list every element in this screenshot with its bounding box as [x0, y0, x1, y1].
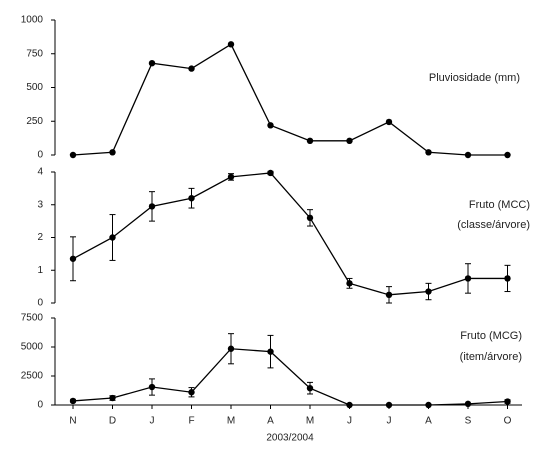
data-point	[504, 275, 511, 282]
data-point	[306, 384, 314, 392]
x-tick-label: S	[465, 416, 472, 427]
y-tick-label: 3	[37, 199, 43, 210]
panel-label: (item/árvore)	[460, 351, 522, 363]
data-point	[425, 288, 432, 295]
data-point	[267, 169, 274, 177]
y-tick-label: 250	[26, 116, 43, 127]
y-tick-label: 0	[37, 150, 43, 161]
y-tick-label: 1	[37, 265, 43, 276]
y-tick-label: 2500	[21, 371, 44, 382]
panel-label: Fruto (MCG)	[460, 330, 522, 342]
data-point	[306, 137, 314, 145]
x-tick-label: O	[504, 416, 512, 427]
x-tick-label: J	[347, 416, 352, 427]
x-axis-label: 2003/2004	[266, 433, 314, 444]
panel-label: Pluviosidade (mm)	[429, 72, 520, 84]
data-point	[188, 389, 195, 396]
data-point	[504, 398, 511, 405]
data-point	[346, 280, 353, 287]
data-point	[464, 151, 472, 159]
data-point	[464, 275, 472, 282]
y-tick-label: 750	[26, 48, 43, 59]
data-point	[267, 348, 274, 355]
y-tick-label: 2	[37, 232, 43, 243]
data-point	[188, 65, 195, 72]
data-point	[69, 397, 77, 405]
y-tick-label: 7500	[21, 313, 44, 324]
data-line	[72, 172, 508, 296]
data-point	[385, 291, 393, 299]
data-point	[109, 394, 116, 402]
data-line	[72, 348, 508, 406]
data-point	[148, 203, 156, 210]
data-point	[69, 255, 77, 262]
data-point	[385, 118, 393, 126]
data-point	[188, 195, 195, 202]
y-tick-label: 5000	[21, 342, 44, 353]
data-point	[227, 173, 235, 181]
x-tick-label: M	[306, 416, 314, 427]
data-point	[306, 214, 314, 222]
data-point	[109, 234, 116, 241]
data-line	[72, 43, 508, 156]
panel-label: Fruto (MCC)	[469, 199, 530, 211]
x-tick-label: J	[387, 416, 392, 427]
y-tick-label: 0	[37, 298, 43, 309]
data-point	[227, 345, 235, 352]
data-point	[385, 401, 393, 409]
data-point	[425, 149, 432, 156]
data-point	[464, 400, 472, 408]
x-tick-label: J	[150, 416, 155, 427]
panel-label: (classe/árvore)	[457, 219, 530, 231]
data-point	[109, 149, 116, 156]
data-point	[346, 401, 353, 409]
y-tick-label: 500	[26, 82, 43, 93]
x-tick-label: F	[188, 416, 194, 427]
y-tick-label: 4	[37, 167, 43, 178]
x-tick-label: D	[109, 416, 116, 427]
y-tick-label: 1000	[21, 15, 44, 26]
data-point	[267, 122, 274, 129]
y-tick-label: 0	[37, 400, 43, 411]
data-point	[346, 137, 353, 145]
data-point	[148, 383, 156, 391]
data-point	[227, 41, 235, 48]
x-tick-label: A	[267, 416, 274, 427]
data-point	[425, 401, 432, 409]
x-tick-label: N	[69, 416, 76, 427]
data-point	[148, 60, 156, 67]
x-tick-label: A	[425, 416, 432, 427]
data-point	[69, 151, 77, 159]
data-point	[504, 151, 511, 159]
x-tick-label: M	[227, 416, 235, 427]
